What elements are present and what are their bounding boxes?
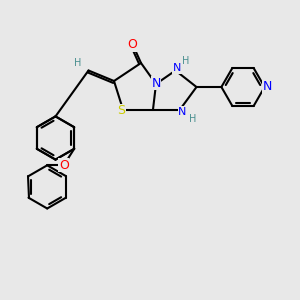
Text: N: N (263, 80, 272, 94)
Text: N: N (178, 106, 187, 117)
Text: H: H (182, 56, 190, 66)
Text: O: O (128, 38, 137, 51)
Text: S: S (118, 104, 125, 118)
Text: O: O (59, 159, 69, 172)
Text: N: N (151, 76, 161, 90)
Text: N: N (173, 63, 181, 73)
Text: H: H (74, 58, 82, 68)
Text: H: H (189, 113, 196, 124)
